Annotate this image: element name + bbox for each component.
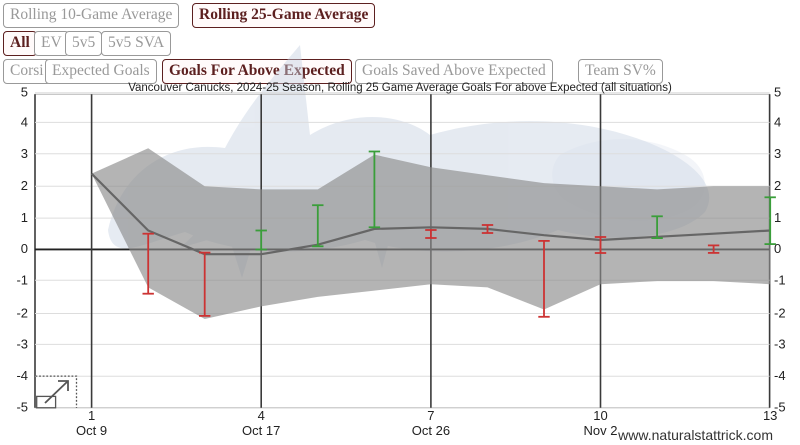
svg-text:1: 1 xyxy=(21,210,28,225)
svg-text:3: 3 xyxy=(21,146,28,161)
svg-text:4: 4 xyxy=(21,114,28,129)
svg-text:4: 4 xyxy=(258,408,265,423)
svg-text:4: 4 xyxy=(774,114,781,129)
svg-text:Vancouver Canucks, 2024-25 Sea: Vancouver Canucks, 2024-25 Season, Rolli… xyxy=(128,82,672,94)
svg-text:0: 0 xyxy=(774,241,781,256)
svg-text:-4: -4 xyxy=(16,368,28,383)
svg-text:-3: -3 xyxy=(16,336,28,351)
svg-text:3: 3 xyxy=(774,146,781,161)
svg-text:-2: -2 xyxy=(774,306,786,321)
svg-text:-1: -1 xyxy=(16,272,28,287)
svg-text:7: 7 xyxy=(427,408,434,423)
svg-text:1: 1 xyxy=(88,408,95,423)
svg-text:www.naturalstattrick.com: www.naturalstattrick.com xyxy=(617,427,773,443)
svg-text:Oct 26: Oct 26 xyxy=(412,423,450,438)
svg-text:-2: -2 xyxy=(16,306,28,321)
svg-text:-1: -1 xyxy=(774,272,786,287)
svg-text:-3: -3 xyxy=(774,336,786,351)
svg-text:-5: -5 xyxy=(16,400,28,415)
svg-text:2: 2 xyxy=(774,178,781,193)
svg-text:5: 5 xyxy=(21,85,28,100)
svg-text:Oct 9: Oct 9 xyxy=(76,423,107,438)
svg-text:1: 1 xyxy=(774,210,781,225)
svg-text:-4: -4 xyxy=(774,368,786,383)
svg-text:Oct 17: Oct 17 xyxy=(242,423,280,438)
svg-text:13: 13 xyxy=(763,408,777,423)
svg-text:10: 10 xyxy=(593,408,607,423)
svg-text:5: 5 xyxy=(774,85,781,100)
svg-text:2: 2 xyxy=(21,178,28,193)
svg-text:0: 0 xyxy=(21,241,28,256)
svg-text:Nov 2: Nov 2 xyxy=(584,423,618,438)
